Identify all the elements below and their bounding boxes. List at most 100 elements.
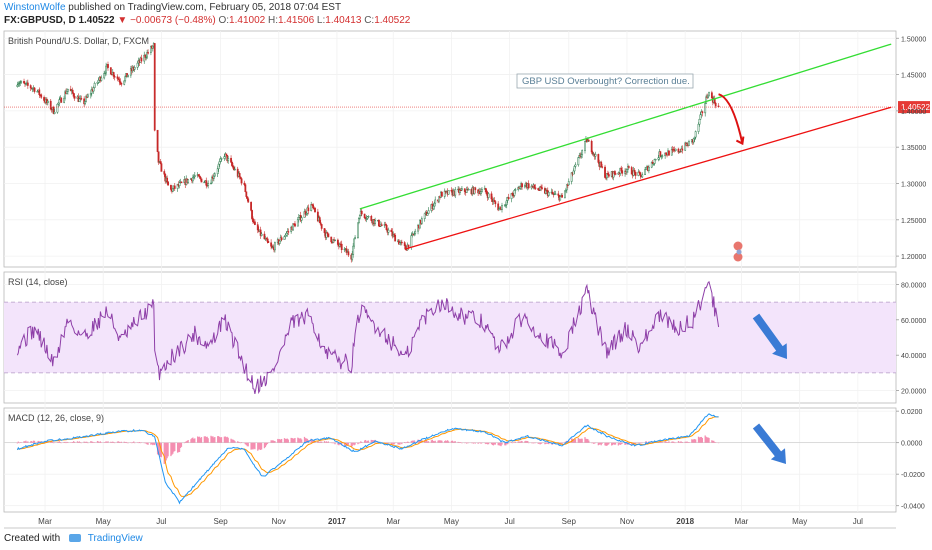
histogram-bar <box>127 442 129 444</box>
candle-body <box>270 242 273 247</box>
candle-body <box>96 81 99 84</box>
histogram-bar <box>645 441 647 443</box>
candle-body <box>284 234 287 237</box>
candle-body <box>53 111 56 114</box>
tradingview-brand[interactable]: TradingView <box>87 533 143 544</box>
event-dot-top <box>733 241 743 251</box>
histogram-bar <box>152 442 154 446</box>
histogram-bar <box>497 442 499 446</box>
histogram-bar <box>233 440 235 443</box>
candle-body <box>538 189 541 191</box>
histogram-bar <box>244 442 247 445</box>
candle-body <box>245 191 248 197</box>
histogram-bar <box>597 442 599 446</box>
histogram-bar <box>143 442 145 444</box>
histogram-bar <box>326 442 329 443</box>
histogram-bar <box>514 441 516 443</box>
macd-histogram <box>16 435 720 464</box>
histogram-bar <box>680 441 682 443</box>
histogram-bar <box>530 442 533 444</box>
histogram-bar <box>357 442 359 445</box>
candle-body <box>124 76 127 82</box>
candle-body <box>312 204 314 209</box>
histogram-bar <box>607 442 609 445</box>
histogram-bar <box>541 442 543 444</box>
histogram-bar <box>406 441 409 443</box>
macd-down-arrow[interactable] <box>752 423 786 464</box>
histogram-bar <box>446 440 449 443</box>
histogram-bar <box>587 439 589 443</box>
candle-body <box>627 166 629 170</box>
histogram-bar <box>146 442 148 445</box>
candle-body <box>210 182 212 185</box>
histogram-bar <box>339 442 341 445</box>
histogram-bar <box>57 441 60 443</box>
candle-body <box>109 67 112 75</box>
histogram-bar <box>197 436 200 443</box>
histogram-bar <box>80 442 82 444</box>
candle-body <box>18 83 21 85</box>
candle-body <box>33 87 36 92</box>
histogram-bar <box>63 441 65 443</box>
histogram-bar <box>460 442 462 443</box>
candle-body <box>203 181 206 184</box>
candle-body <box>693 136 696 139</box>
candle-body <box>219 158 222 162</box>
annotation-box[interactable]: GBP USD Overbought? Correction due. <box>516 73 694 89</box>
histogram-bar <box>303 436 306 443</box>
histogram-bar <box>585 438 587 443</box>
candle-body <box>211 176 213 184</box>
histogram-bar <box>471 442 474 444</box>
forecast-arrow[interactable] <box>718 93 745 146</box>
candle-body <box>694 131 697 138</box>
candle-body <box>463 188 466 192</box>
candle-body <box>247 198 250 203</box>
histogram-bar <box>660 442 662 443</box>
histogram-bar <box>237 441 239 443</box>
histogram-bar <box>140 442 143 443</box>
candle-body <box>460 189 462 192</box>
candle-body <box>166 177 169 182</box>
candle-body <box>639 172 642 176</box>
histogram-bar <box>717 442 720 444</box>
y-tick-label: 1.45000 <box>901 73 926 80</box>
candle-body <box>627 166 630 168</box>
histogram-bar <box>444 440 446 443</box>
events-icon[interactable] <box>733 241 743 262</box>
candle-body <box>200 178 203 183</box>
histogram-bar <box>72 442 74 443</box>
pane-border <box>3 407 897 513</box>
histogram-bar <box>23 441 25 443</box>
histogram-bar <box>253 442 255 449</box>
histogram-bar <box>433 441 435 443</box>
candle-body <box>330 236 333 243</box>
support-trendline[interactable] <box>405 106 892 250</box>
candle-body <box>419 219 421 229</box>
histogram-bar <box>252 442 254 450</box>
candle-body <box>534 187 537 189</box>
candle-body <box>659 151 662 157</box>
author-link[interactable]: WinstonWolfe <box>4 2 66 13</box>
last-price-tag: 1.40522 <box>898 101 930 114</box>
histogram-bar <box>671 441 673 443</box>
histogram-bar <box>698 437 701 443</box>
candle-body <box>198 175 201 178</box>
resistance-trendline[interactable] <box>359 43 892 210</box>
candle-body <box>501 205 503 210</box>
price-axes: 1.50000 1.45000 1.40000 1.35000 1.30000 1.250… <box>896 36 926 511</box>
rsi-down-arrow[interactable] <box>752 313 787 359</box>
histogram-bar <box>52 441 54 443</box>
histogram-bar <box>312 440 314 443</box>
histogram-bar <box>458 442 460 443</box>
histogram-bar <box>359 442 361 444</box>
histogram-bar <box>646 442 648 443</box>
candle-body <box>565 189 567 192</box>
histogram-bar <box>500 442 502 447</box>
histogram-bar <box>254 442 256 450</box>
candle-body <box>440 191 443 197</box>
histogram-bar <box>372 440 374 443</box>
histogram-bar <box>598 442 600 445</box>
candle-body <box>244 184 247 193</box>
candle-body <box>337 239 339 245</box>
